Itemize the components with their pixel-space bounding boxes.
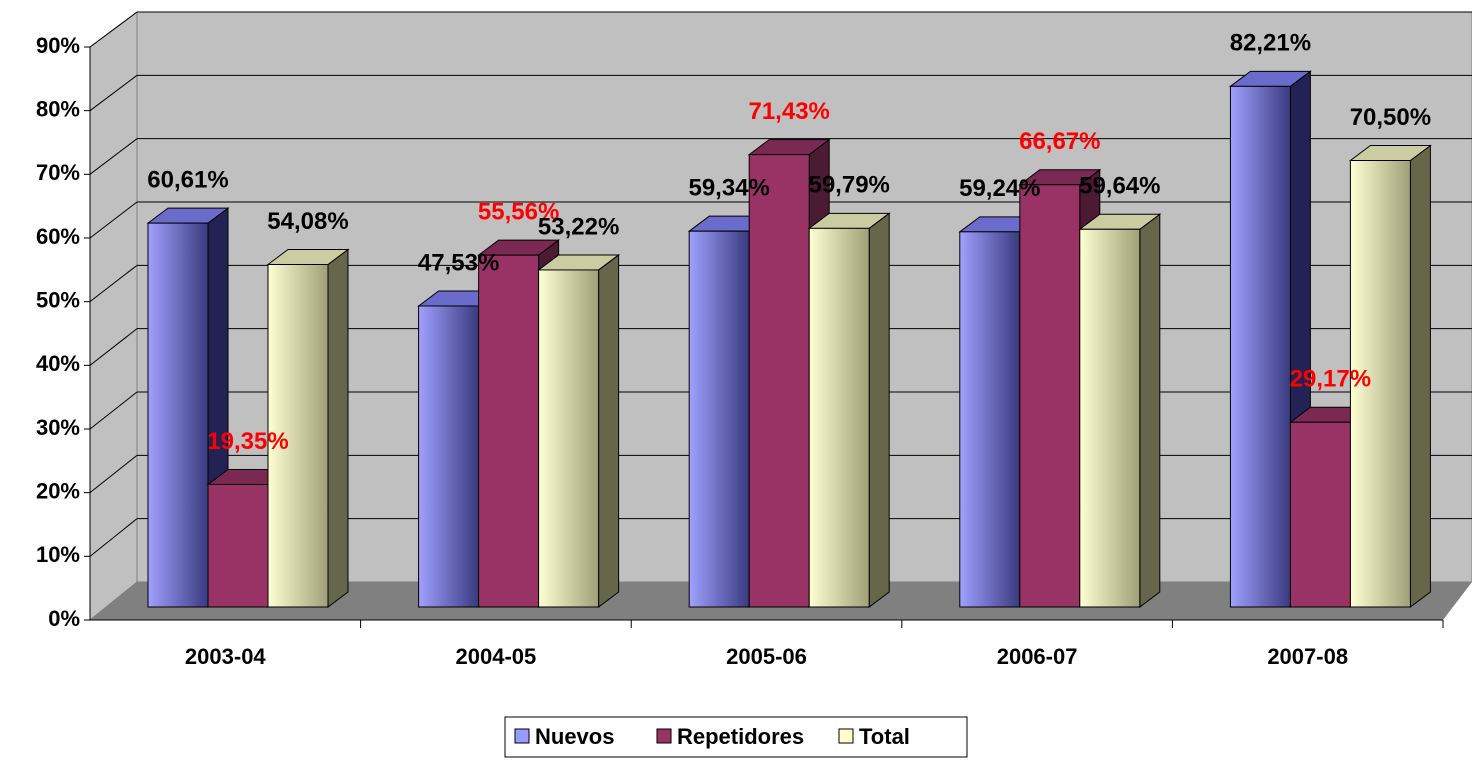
value-label: 70,50% (1350, 104, 1431, 131)
value-label: 71,43% (748, 98, 829, 125)
x-tick-label: 2003-04 (185, 644, 267, 669)
side-wall (89, 11, 138, 622)
y-tick-label: 60% (36, 224, 80, 249)
bar (538, 269, 600, 608)
bar-side (868, 212, 890, 608)
bar (959, 231, 1021, 608)
bar (1289, 421, 1351, 608)
bar (1349, 160, 1411, 608)
y-tick-label: 40% (36, 351, 80, 376)
bar-side (1139, 213, 1161, 608)
grid-line (89, 74, 138, 112)
grid-line (89, 454, 138, 494)
bar (418, 305, 480, 608)
y-tick-label: 10% (36, 542, 80, 567)
bar (1229, 85, 1291, 608)
x-tick-label: 2007-08 (1267, 644, 1348, 669)
y-tick-label: 80% (36, 96, 80, 121)
value-label: 59,24% (959, 175, 1040, 202)
value-label: 66,67% (1019, 128, 1100, 155)
bar (748, 154, 810, 608)
x-tick-label: 2006-07 (997, 644, 1078, 669)
y-tick-label: 90% (36, 33, 80, 58)
grid-line (89, 138, 138, 175)
legend-label: Total (859, 724, 910, 749)
value-label: 82,21% (1230, 30, 1311, 57)
value-label: 60,61% (147, 166, 228, 193)
value-label: 59,34% (688, 175, 769, 202)
bar-side (1409, 144, 1431, 608)
grid-line (89, 328, 138, 366)
value-label: 59,79% (808, 172, 889, 199)
legend-label: Repetidores (677, 724, 804, 749)
grid-line (89, 264, 138, 303)
legend-swatch (838, 728, 854, 744)
grid-line (89, 11, 138, 48)
x-tick-label: 2004-05 (456, 644, 537, 669)
grid-line (89, 518, 138, 557)
value-label: 59,64% (1079, 173, 1160, 200)
bar (478, 254, 540, 608)
value-label: 29,17% (1290, 366, 1371, 393)
bar (207, 483, 269, 608)
bar-side (598, 253, 620, 608)
legend-box (504, 716, 968, 758)
bar (1079, 228, 1141, 608)
value-label: 47,53% (418, 249, 499, 276)
legend-label: Nuevos (535, 724, 614, 749)
x-tick-label: 2005-06 (726, 644, 807, 669)
bar (147, 222, 209, 608)
grid-line (89, 391, 138, 430)
y-tick-label: 70% (36, 160, 80, 185)
value-label: 19,35% (207, 428, 288, 455)
bar-side (327, 248, 349, 608)
y-tick-label: 30% (36, 415, 80, 440)
bar (808, 227, 870, 608)
bar (267, 263, 329, 608)
legend-swatch (514, 728, 530, 744)
grid-line (89, 201, 138, 239)
value-label: 53,22% (538, 213, 619, 240)
bar (688, 230, 750, 608)
legend-swatch (656, 728, 672, 744)
y-tick-label: 20% (36, 478, 80, 503)
y-tick-label: 50% (36, 287, 80, 312)
value-label: 55,56% (478, 198, 559, 225)
value-label: 54,08% (267, 208, 348, 235)
bar (1019, 184, 1081, 608)
y-tick-label: 0% (48, 606, 80, 631)
